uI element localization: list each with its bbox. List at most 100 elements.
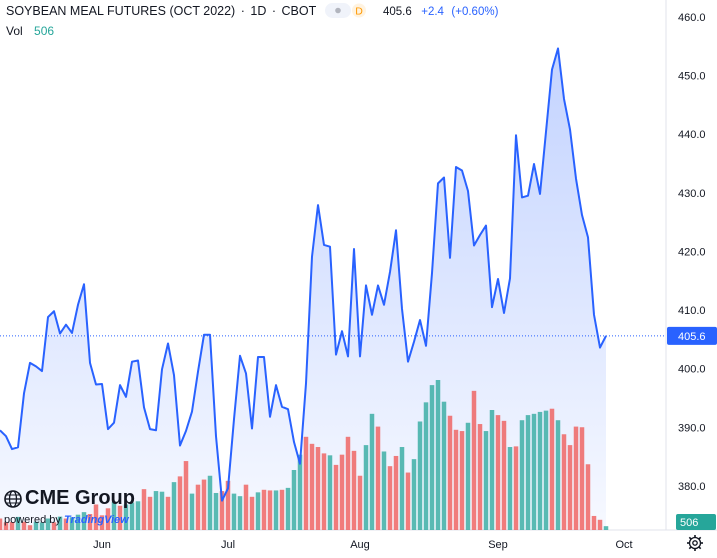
volume-bar: [477, 424, 483, 530]
price-tick-label: 460.0: [678, 12, 706, 24]
symbol-title[interactable]: SOYBEAN MEAL FUTURES (OCT 2022): [6, 4, 236, 18]
volume-bar: [399, 447, 405, 530]
volume-bar: [81, 512, 87, 530]
volume-bar: [9, 522, 15, 530]
status-badge: D: [356, 6, 364, 18]
volume-bar: [411, 459, 417, 530]
volume-bar: [405, 472, 411, 530]
volume-bar: [423, 402, 429, 530]
volume-bar: [15, 516, 21, 530]
volume-bar: [381, 451, 387, 530]
volume-legend[interactable]: Vol 506: [6, 24, 54, 38]
volume-bar: [141, 489, 147, 530]
interval-label[interactable]: 1D: [250, 4, 267, 18]
volume-bar: [27, 525, 33, 530]
volume-bar: [447, 415, 453, 530]
time-tick-label: Oct: [615, 539, 632, 551]
volume-bar: [147, 496, 153, 530]
volume-bar: [489, 410, 495, 530]
volume-bar: [279, 489, 285, 530]
volume-bar: [483, 431, 489, 530]
volume-bar: [501, 420, 507, 530]
volume-bar: [51, 522, 57, 530]
volume-bar: [531, 413, 537, 530]
volume-bar: [453, 429, 459, 530]
volume-bar: [495, 415, 501, 530]
volume-bar: [369, 413, 375, 530]
volume-bar: [567, 445, 573, 530]
volume-bar: [111, 501, 117, 530]
volume-bar: [603, 526, 609, 530]
volume-bar: [231, 493, 237, 530]
price-line: [0, 47, 607, 502]
volume-bar: [417, 421, 423, 530]
volume-bar: [195, 484, 201, 530]
volume-bar: [45, 518, 51, 530]
volume-bar: [225, 480, 231, 530]
time-tick-label: Sep: [488, 539, 508, 551]
volume-bar: [0, 518, 3, 530]
volume-bar: [363, 445, 369, 530]
globe-icon: [4, 489, 22, 508]
volume-bar: [237, 496, 243, 530]
volume-bar: [375, 426, 381, 530]
price-tick-label: 420.0: [678, 246, 706, 258]
volume-bar: [135, 501, 141, 530]
volume-bar: [471, 390, 477, 530]
volume-bar: [321, 453, 327, 530]
volume-label: Vol: [6, 24, 23, 38]
volume-bar: [3, 522, 9, 530]
volume-bar: [537, 411, 543, 530]
volume-bar: [525, 415, 531, 530]
volume-bar: [21, 521, 27, 530]
volume-bar: [171, 482, 177, 530]
separator: ·: [271, 4, 277, 18]
volume-bar: [579, 427, 585, 530]
volume-bar: [441, 401, 447, 530]
volume-bar: [519, 420, 525, 530]
volume-bar: [357, 475, 363, 530]
volume-bar: [249, 496, 255, 530]
separator: ·: [240, 4, 245, 18]
time-tick-label: Jul: [221, 539, 235, 551]
volume-bar: [159, 491, 165, 530]
volume-bar: [387, 466, 393, 530]
volume-value: 506: [34, 24, 55, 38]
price-area: [0, 48, 606, 530]
volume-bar: [69, 517, 75, 530]
volume-bar: [243, 484, 249, 530]
volume-bar: [429, 385, 435, 530]
volume-bar: [507, 447, 513, 530]
volume-bar: [285, 487, 291, 530]
tradingview-brand: TradingView: [63, 514, 129, 526]
volume-bar: [585, 464, 591, 530]
volume-bar: [543, 410, 549, 530]
volume-bar: [459, 431, 465, 530]
last-volume-label: 506: [680, 517, 698, 529]
price-change-percent: (+0.60%): [451, 6, 499, 18]
volume-bar: [57, 516, 63, 530]
last-price-label: 405.6: [678, 331, 706, 343]
volume-bar: [345, 436, 351, 530]
last-price: 405.6: [382, 6, 412, 18]
price-tick-label: 440.0: [678, 129, 706, 141]
price-tick-label: 430.0: [678, 188, 706, 200]
gear-icon[interactable]: [686, 534, 704, 552]
volume-bar: [117, 505, 123, 530]
volume-bar: [435, 380, 441, 530]
dots-icon[interactable]: D: [325, 3, 369, 18]
last-volume-label-bg: [676, 514, 716, 530]
volume-bar: [267, 490, 273, 530]
volume-bar: [273, 490, 279, 530]
volume-bar: [555, 420, 561, 530]
volume-bar: [261, 489, 267, 530]
volume-bar: [33, 521, 39, 530]
logo-text: CME Group: [25, 487, 135, 509]
cme-logo[interactable]: CME Group: [4, 487, 135, 510]
volume-bar: [87, 514, 93, 530]
volume-bar: [189, 493, 195, 530]
price-tick-label: 450.0: [678, 70, 706, 82]
volume-bar: [573, 426, 579, 530]
powered-by[interactable]: powered by TradingView: [4, 514, 129, 526]
